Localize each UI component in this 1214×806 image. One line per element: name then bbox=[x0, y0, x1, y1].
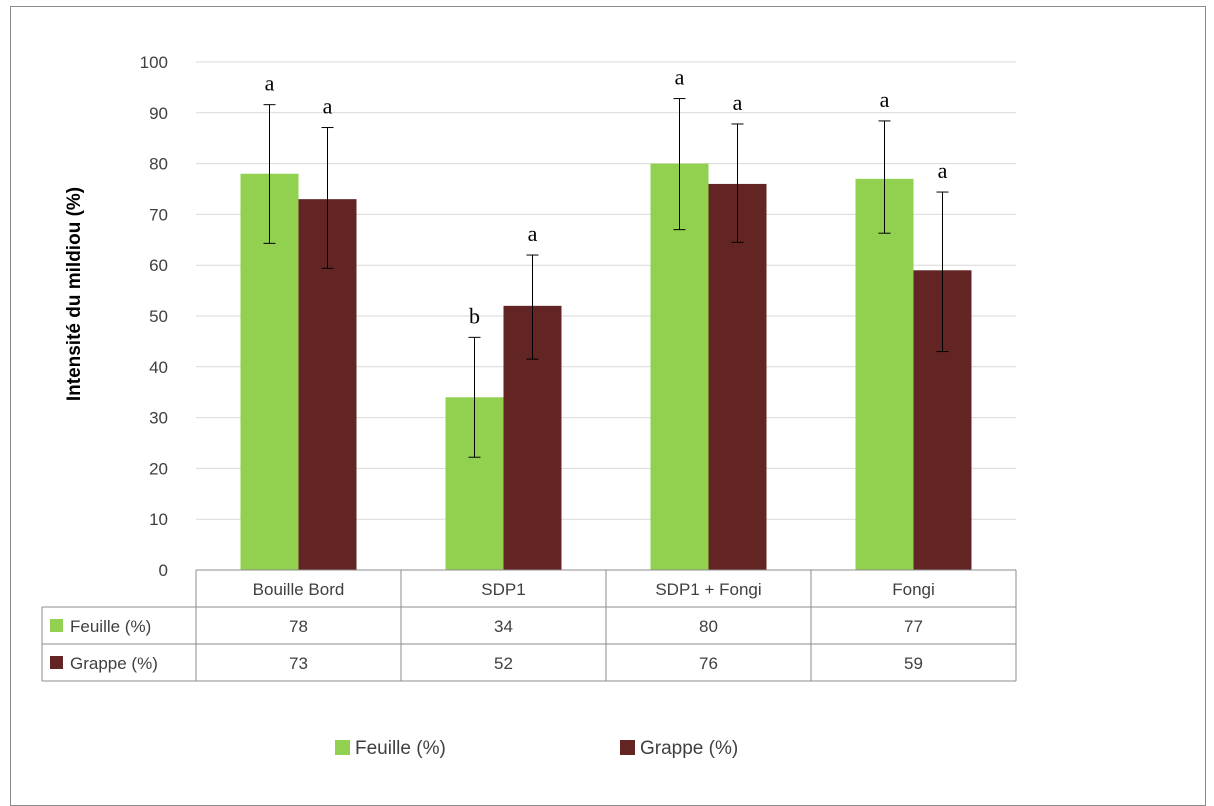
y-tick-label: 100 bbox=[140, 53, 168, 72]
x-category-label: Fongi bbox=[892, 580, 935, 599]
significance-letter: a bbox=[880, 87, 890, 112]
y-tick-label: 40 bbox=[149, 358, 168, 377]
data-label: 73 bbox=[289, 654, 308, 673]
chart-frame bbox=[10, 6, 1206, 806]
y-tick-label: 10 bbox=[149, 510, 168, 529]
significance-letter: a bbox=[265, 71, 275, 96]
data-label: 78 bbox=[289, 617, 308, 636]
legend-swatch bbox=[620, 740, 635, 755]
significance-letter: a bbox=[938, 158, 948, 183]
y-axis-label: Intensité du mildiou (%) bbox=[64, 187, 85, 401]
legend-entry: Grappe (%) bbox=[640, 738, 738, 759]
x-category-label: SDP1 bbox=[481, 580, 525, 599]
y-tick-label: 0 bbox=[159, 561, 168, 580]
y-tick-label: 20 bbox=[149, 459, 168, 478]
data-label: 52 bbox=[494, 654, 513, 673]
data-label: 34 bbox=[494, 617, 513, 636]
bar-feuille bbox=[855, 178, 914, 570]
table-row-label: Feuille (%) bbox=[70, 617, 151, 636]
significance-letter: a bbox=[323, 94, 333, 119]
legend-swatch bbox=[335, 740, 350, 755]
data-label: 59 bbox=[904, 654, 923, 673]
bar-grappe bbox=[708, 183, 767, 571]
significance-letter: b bbox=[469, 303, 480, 328]
bar-feuille bbox=[650, 163, 709, 570]
significance-letter: a bbox=[733, 90, 743, 115]
y-tick-label: 70 bbox=[149, 205, 168, 224]
table-row-label: Grappe (%) bbox=[70, 654, 158, 673]
data-label: 80 bbox=[699, 617, 718, 636]
y-tick-label: 50 bbox=[149, 307, 168, 326]
bar-chart: Intensité du mildiou (%) 0 10 20 30 40 50 60 70… bbox=[41, 53, 1017, 759]
table-legend-key bbox=[50, 656, 63, 669]
significance-letter: a bbox=[528, 221, 538, 246]
y-tick-label: 80 bbox=[149, 155, 168, 174]
y-tick-label: 30 bbox=[149, 409, 168, 428]
data-label: 77 bbox=[904, 617, 923, 636]
table-legend-key bbox=[50, 619, 63, 632]
y-tick-label: 90 bbox=[149, 104, 168, 123]
legend-entry: Feuille (%) bbox=[355, 738, 446, 759]
y-tick-label: 60 bbox=[149, 256, 168, 275]
x-category-label: SDP1 + Fongi bbox=[655, 580, 761, 599]
x-category-label: Bouille Bord bbox=[253, 580, 345, 599]
data-label: 76 bbox=[699, 654, 718, 673]
significance-letter: a bbox=[675, 65, 685, 90]
